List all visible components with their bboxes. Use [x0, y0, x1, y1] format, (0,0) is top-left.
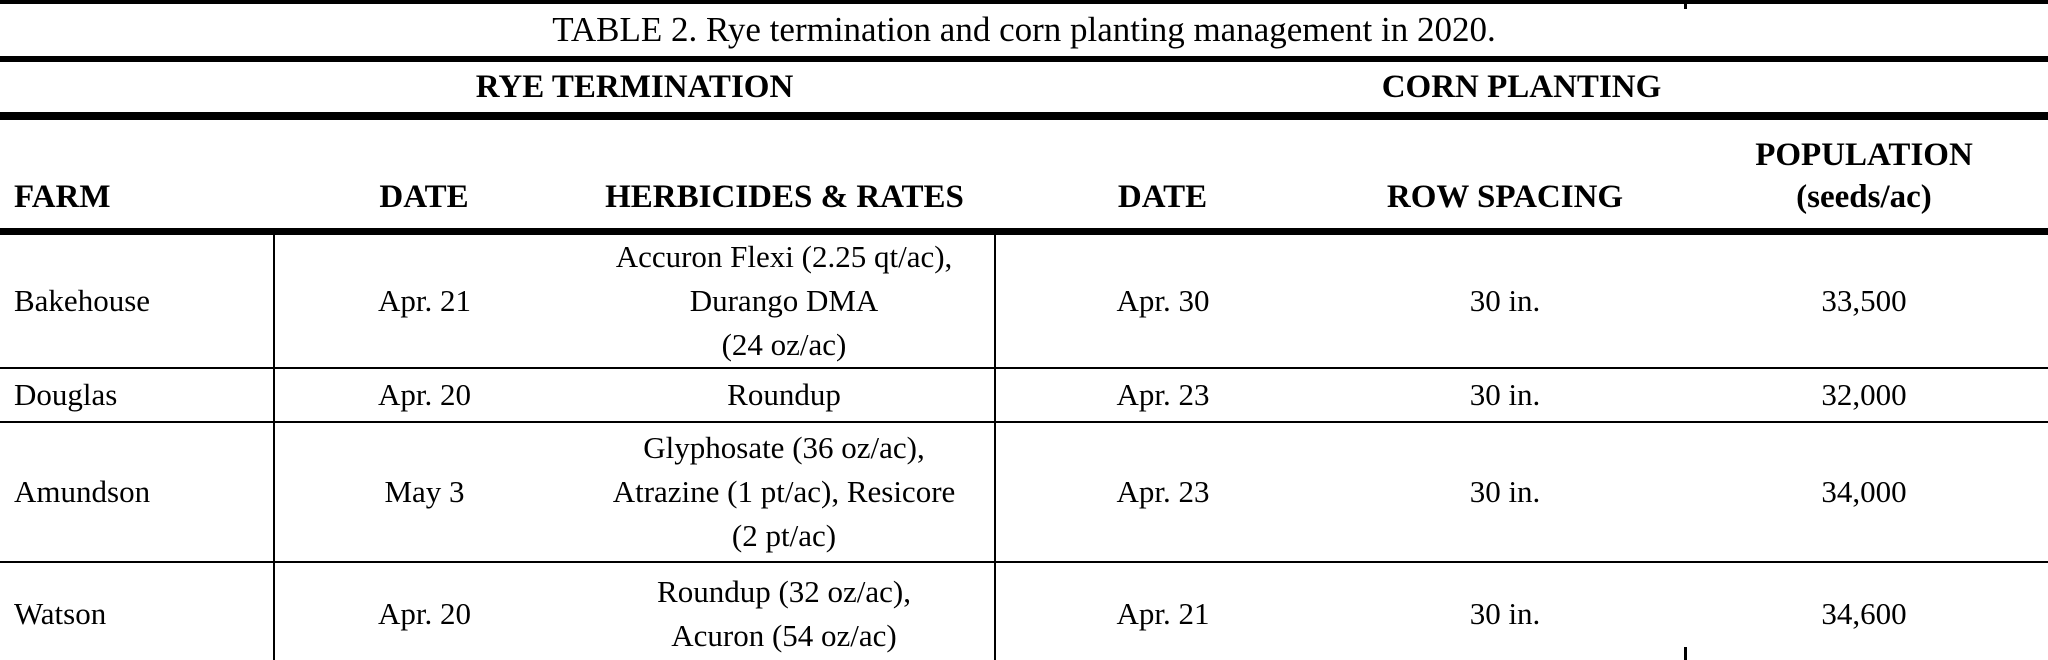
table-caption: TABLE 2. Rye termination and corn planti…	[0, 0, 2048, 62]
herbicide-line: Glyphosate (36 oz/ac),	[643, 430, 925, 465]
group-header-corn-planting: CORN PLANTING	[995, 59, 2048, 120]
col-header-corn-date: DATE	[995, 116, 1330, 235]
cell-farm: Amundson	[0, 422, 275, 563]
col-header-population-line1: POPULATION	[1755, 137, 1973, 173]
cell-corn-date: Apr. 23	[995, 422, 1330, 563]
cell-rye-date: Apr. 21	[274, 231, 574, 369]
col-header-herbicides: HERBICIDES & RATES	[574, 116, 995, 235]
cell-row-spacing: 30 in.	[1330, 562, 1680, 660]
cell-corn-date: Apr. 21	[995, 562, 1330, 660]
table-row-douglas: Douglas Apr. 20 Roundup Apr. 23 30 in. 3…	[0, 368, 2048, 423]
col-header-row-spacing: ROW SPACING	[1330, 116, 1680, 235]
herbicide-line: Roundup	[727, 377, 841, 412]
cell-farm: Bakehouse	[0, 231, 275, 369]
herbicide-line: Accuron Flexi (2.25 qt/ac),	[615, 239, 953, 274]
herbicide-line: Durango DMA	[689, 283, 879, 318]
cell-herbicides: Glyphosate (36 oz/ac), Atrazine (1 pt/ac…	[574, 422, 996, 563]
table-row-amundson: Amundson May 3 Glyphosate (36 oz/ac), At…	[0, 422, 2048, 563]
herbicide-line: (2 pt/ac)	[731, 518, 837, 553]
herbicide-line: Atrazine (1 pt/ac), Resicore	[612, 474, 956, 509]
cell-population: 34,000	[1680, 422, 2048, 563]
table-row-bakehouse: Bakehouse Apr. 21 Accuron Flexi (2.25 qt…	[0, 231, 2048, 369]
col-header-rye-date: DATE	[274, 116, 574, 235]
cell-population: 34,600	[1680, 562, 2048, 660]
cell-row-spacing: 30 in.	[1330, 231, 1680, 369]
herbicide-line: Roundup (32 oz/ac),	[657, 574, 911, 609]
group-header-spacer	[0, 59, 274, 120]
col-header-population-line2: (seeds/ac)	[1796, 179, 1932, 215]
cell-population: 33,500	[1680, 231, 2048, 369]
column-rule-tick-top	[1684, 0, 1687, 9]
group-header-rye-termination: RYE TERMINATION	[274, 59, 995, 120]
cell-row-spacing: 30 in.	[1330, 422, 1680, 563]
col-header-population: POPULATION (seeds/ac)	[1680, 116, 2048, 235]
table-row-watson: Watson Apr. 20 Roundup (32 oz/ac), Acuro…	[0, 562, 2048, 660]
title-row: TABLE 2. Rye termination and corn planti…	[0, 0, 2048, 62]
cell-corn-date: Apr. 30	[995, 231, 1330, 369]
cell-row-spacing: 30 in.	[1330, 368, 1680, 423]
cell-rye-date: May 3	[274, 422, 574, 563]
cell-corn-date: Apr. 23	[995, 368, 1330, 423]
cell-rye-date: Apr. 20	[274, 368, 574, 423]
herbicide-line: (24 oz/ac)	[721, 327, 847, 362]
cell-population: 32,000	[1680, 368, 2048, 423]
col-header-farm: FARM	[0, 116, 274, 235]
cell-farm: Douglas	[0, 368, 275, 423]
column-header-row: FARM DATE HERBICIDES & RATES DATE ROW SP…	[0, 116, 2048, 235]
column-rule-tick-bottom	[1684, 647, 1687, 660]
cell-rye-date: Apr. 20	[274, 562, 574, 660]
cell-herbicides: Roundup	[574, 368, 996, 423]
herbicide-line: Acuron (54 oz/ac)	[671, 618, 897, 653]
cell-farm: Watson	[0, 562, 275, 660]
group-header-row: RYE TERMINATION CORN PLANTING	[0, 59, 2048, 120]
cell-herbicides: Roundup (32 oz/ac), Acuron (54 oz/ac)	[574, 562, 996, 660]
cell-herbicides: Accuron Flexi (2.25 qt/ac), Durango DMA …	[574, 231, 996, 369]
